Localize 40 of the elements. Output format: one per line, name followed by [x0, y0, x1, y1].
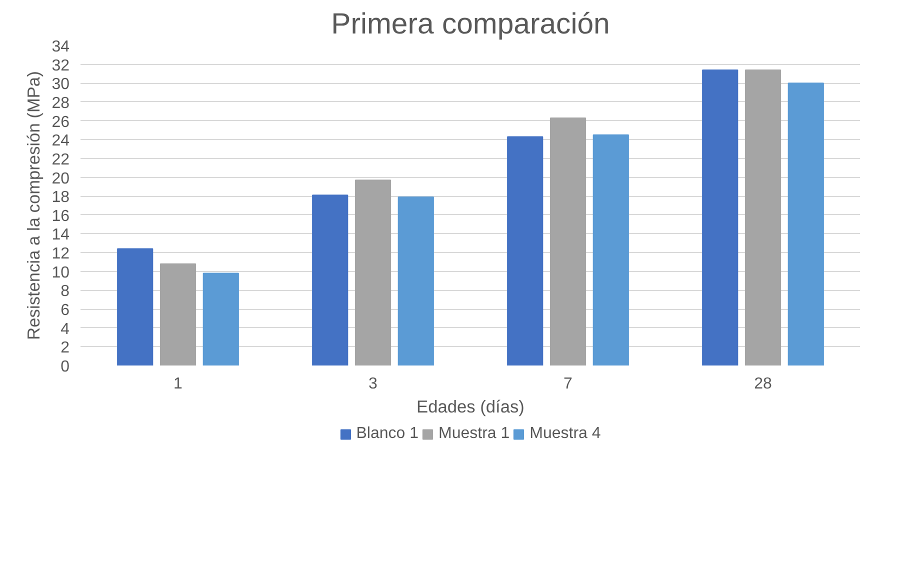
- bar: [507, 136, 544, 366]
- x-tick-label: 7: [564, 376, 573, 392]
- y-tick-label: 24: [52, 132, 70, 150]
- legend-label: Muestra 1: [438, 425, 510, 443]
- bar: [550, 117, 586, 366]
- y-tick-label: 28: [52, 94, 70, 112]
- y-tick-label: 16: [52, 208, 70, 225]
- bar: [398, 196, 434, 366]
- x-axis-title: Edades (días): [416, 396, 524, 416]
- y-tick-label: 20: [52, 170, 70, 188]
- bar: [592, 134, 629, 366]
- y-tick-label: 18: [52, 189, 70, 206]
- bar: [202, 272, 239, 366]
- y-tick-label: 2: [60, 340, 70, 357]
- y-tick-label: 10: [52, 264, 70, 282]
- y-tick-label: 12: [52, 246, 70, 263]
- x-tick-label: 28: [754, 376, 772, 392]
- legend-label: Blanco 1: [356, 425, 418, 443]
- y-tick-label: 4: [60, 320, 70, 338]
- bar: [702, 69, 738, 366]
- y-tick-label: 22: [52, 151, 70, 168]
- bar: [312, 194, 348, 366]
- y-tick-label: 8: [60, 283, 70, 300]
- bar: [788, 82, 824, 366]
- bar: [117, 248, 154, 366]
- bar: [354, 180, 392, 366]
- y-axis-title: Resistencia a la compresión (MPa): [24, 71, 44, 340]
- y-tick-label: 6: [60, 302, 70, 320]
- y-tick-label: 0: [60, 358, 70, 376]
- legend-label: Muestra 4: [530, 425, 601, 443]
- y-tick-label: 32: [52, 57, 70, 74]
- bar: [160, 263, 196, 366]
- y-tick-label: 26: [52, 114, 70, 131]
- x-tick-label: 3: [368, 376, 378, 392]
- y-tick-label: 14: [52, 226, 70, 244]
- bar: [744, 69, 782, 366]
- x-tick-label: 1: [174, 376, 183, 392]
- chart-title: Primera comparación: [331, 8, 610, 40]
- y-tick-label: 30: [52, 76, 70, 94]
- y-tick-label: 34: [52, 38, 70, 56]
